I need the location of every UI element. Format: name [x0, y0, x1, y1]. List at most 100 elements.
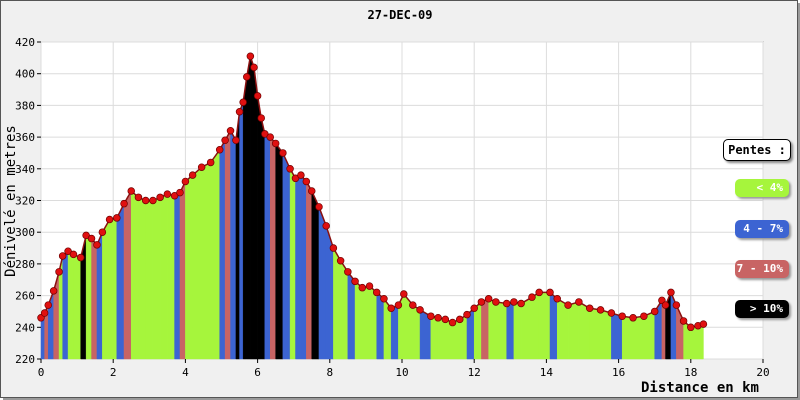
elevation-point [315, 203, 323, 211]
elevation-point [596, 306, 605, 314]
slope-segment [257, 95, 262, 360]
elevation-point [427, 312, 435, 320]
elevation-point [528, 293, 536, 301]
slope-segment [600, 309, 612, 360]
slope-segment [300, 174, 307, 360]
elevation-point [640, 312, 648, 320]
elevation-point [575, 298, 583, 306]
slope-segment [85, 234, 92, 360]
slope-segment [295, 174, 302, 360]
elevation-point [266, 133, 274, 141]
elevation-point [181, 177, 190, 186]
y-axis-label: Dénivelé en metres [3, 125, 19, 277]
y-tick-label: 380 [15, 99, 35, 112]
elevation-point [456, 315, 464, 324]
elevation-point [156, 193, 164, 202]
elevation-point [394, 301, 403, 309]
elevation-point [477, 298, 486, 306]
elevation-point [261, 130, 269, 138]
slope-segment [91, 237, 98, 360]
elevation-point [49, 287, 58, 295]
slope-segment [62, 250, 69, 360]
elevation-point [629, 314, 637, 322]
slope-segment [621, 315, 634, 360]
elevation-point [82, 231, 90, 240]
slope-segment [311, 190, 320, 360]
elevation-point [232, 136, 240, 145]
x-tick-label: 6 [254, 366, 261, 379]
elevation-point [134, 193, 143, 202]
slope-segment [179, 181, 186, 360]
elevation-point [93, 241, 101, 249]
slope-segment [174, 192, 181, 360]
elevation-point [585, 304, 594, 313]
elevation-point [69, 250, 78, 259]
slope-segment [230, 129, 237, 360]
elevation-point [257, 114, 265, 122]
elevation-point [163, 190, 172, 198]
elevation-point [434, 314, 442, 322]
slope-segment [611, 312, 623, 360]
elevation-point [291, 174, 300, 183]
elevation-point [365, 282, 374, 290]
slope-segment [506, 301, 515, 360]
slope-segment [145, 200, 154, 360]
elevation-point [358, 283, 367, 292]
elevation-point [176, 188, 184, 197]
x-tick-label: 20 [756, 366, 769, 379]
slope-segment [246, 56, 251, 360]
y-tick-label: 340 [15, 163, 35, 176]
y-tick-label: 260 [15, 290, 35, 303]
elevation-point [470, 304, 478, 313]
slope-segment [549, 291, 558, 360]
legend-item-gt10: > 10% [735, 300, 789, 318]
slope-segment [219, 139, 226, 360]
elevation-point [243, 73, 251, 81]
elevation-point [502, 299, 511, 308]
elevation-point [372, 288, 381, 297]
elevation-point [672, 301, 681, 309]
elevation-point [279, 149, 287, 157]
elevation-point [329, 244, 338, 252]
x-tick-label: 12 [468, 366, 481, 379]
elevation-point [64, 247, 72, 255]
y-tick-label: 360 [15, 131, 35, 144]
elevation-point [679, 317, 688, 325]
slope-segment [131, 190, 139, 360]
elevation-point [564, 301, 572, 309]
elevation-point [380, 295, 388, 303]
slope-segment [318, 206, 327, 360]
x-axis-label: Distance en km [641, 380, 759, 396]
slope-segment [260, 118, 266, 360]
slope-segment [123, 190, 132, 360]
slope-segment [589, 307, 601, 360]
x-tick-label: 14 [540, 366, 554, 379]
y-tick-label: 300 [15, 226, 35, 239]
slope-segment [289, 167, 296, 360]
slope-segment [661, 299, 666, 360]
elevation-point [699, 320, 708, 328]
elevation-point [517, 299, 525, 308]
elevation-point [98, 228, 107, 236]
elevation-point [441, 315, 450, 324]
slope-segment [531, 291, 540, 360]
elevation-point [484, 295, 493, 303]
x-tick-label: 16 [612, 366, 625, 379]
slope-segment [376, 291, 385, 360]
elevation-point [120, 199, 128, 208]
elevation-point [250, 63, 258, 72]
y-tick-label: 400 [15, 68, 35, 81]
slope-segment [275, 142, 284, 360]
slope-segment [437, 317, 446, 360]
y-tick-label: 280 [15, 258, 35, 271]
slope-segment [185, 174, 193, 360]
x-tick-label: 0 [38, 366, 45, 379]
chart-title: 27-DEC-09 [367, 8, 432, 22]
elevation-point [351, 277, 359, 286]
slope-segment [102, 218, 110, 360]
slope-segment [201, 162, 211, 360]
slope-segment [340, 259, 349, 360]
elevation-point [607, 309, 616, 317]
slope-segment [96, 232, 103, 360]
